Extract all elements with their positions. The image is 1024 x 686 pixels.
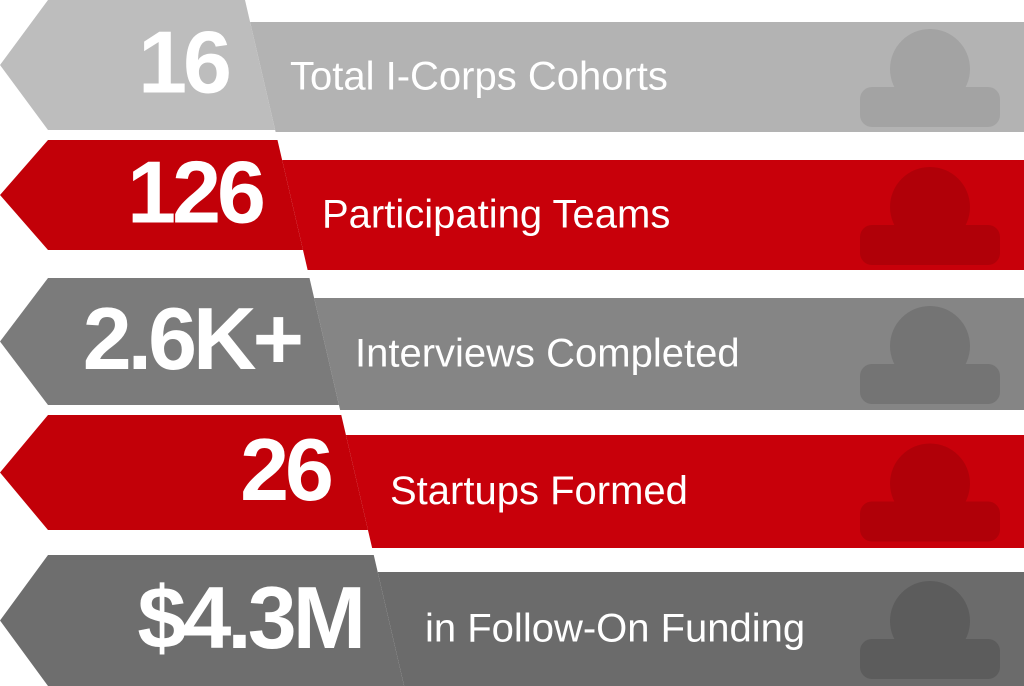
number-arrow [0,415,368,530]
stat-label: Startups Formed [390,469,688,513]
stat-label: Interviews Completed [355,332,740,376]
stat-value: 126 [127,142,263,241]
icon [860,639,1000,679]
label-bar [282,160,1024,270]
label-bar [250,22,1024,132]
label-bar [345,435,1024,548]
stat-row: 16 Total I-Corps Cohorts [0,0,1024,132]
stat-label: in Follow-On Funding [425,607,805,651]
number-arrow [0,278,339,405]
stat-value: 16 [138,12,229,111]
number-arrow [0,0,276,130]
stat-row: 2.6K+ Interviews Completed [0,278,1024,410]
number-arrow [0,555,405,686]
stat-label: Total I-Corps Cohorts [290,55,668,99]
icon [860,87,1000,127]
stat-value: 26 [240,420,331,519]
stat-row: 126 Participating Teams [0,140,1024,270]
icon [860,501,1000,542]
stat-label: Participating Teams [322,193,670,237]
icon [860,225,1000,265]
stat-value: $4.3M [137,568,362,667]
label-bar [314,298,1024,410]
stat-row: 26 Startups Formed [0,415,1024,548]
number-arrow [0,140,303,250]
stat-row: $4.3M in Follow-On Funding [0,555,1024,686]
icon [860,364,1000,404]
stat-value: 2.6K+ [83,289,301,388]
